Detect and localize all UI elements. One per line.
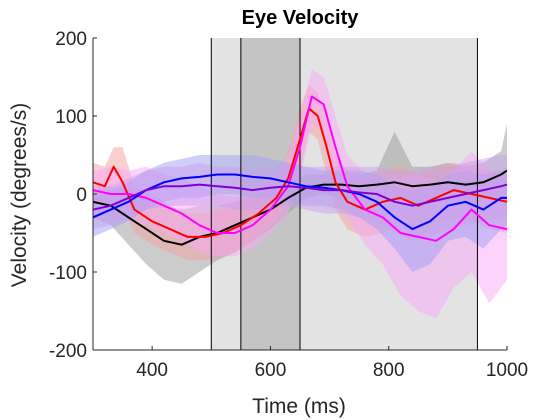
y-tick-label-0: -200	[49, 341, 87, 362]
chart-title: Eye Velocity	[242, 7, 360, 29]
x-tick-label-1: 600	[255, 360, 287, 381]
x-tick-label-0: 400	[136, 360, 168, 381]
x-axis-label: Time (ms)	[252, 395, 346, 418]
y-tick-label-2: 0	[76, 185, 87, 206]
x-tick-label-2: 800	[373, 360, 405, 381]
y-tick-label-1: -100	[49, 263, 87, 284]
y-axis-label: Velocity (degrees/s)	[8, 103, 31, 287]
x-tick-label-3: 1000	[486, 360, 528, 381]
y-tick-label-3: 100	[55, 107, 87, 128]
y-tick-label-4: 200	[55, 29, 87, 50]
